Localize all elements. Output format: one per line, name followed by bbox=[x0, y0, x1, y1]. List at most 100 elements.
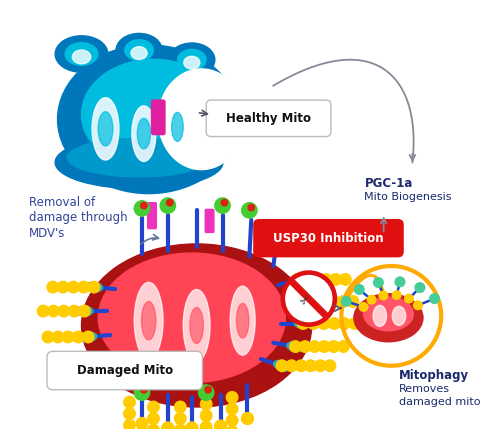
Ellipse shape bbox=[98, 112, 113, 146]
Circle shape bbox=[309, 296, 320, 307]
Ellipse shape bbox=[289, 274, 306, 285]
Ellipse shape bbox=[76, 306, 93, 316]
Ellipse shape bbox=[177, 49, 206, 70]
Ellipse shape bbox=[373, 305, 386, 326]
Ellipse shape bbox=[190, 307, 204, 343]
Ellipse shape bbox=[141, 301, 156, 340]
Circle shape bbox=[199, 385, 214, 400]
Circle shape bbox=[282, 272, 336, 325]
Circle shape bbox=[319, 296, 330, 307]
Ellipse shape bbox=[287, 342, 304, 352]
Ellipse shape bbox=[131, 47, 147, 60]
Circle shape bbox=[339, 318, 350, 329]
Circle shape bbox=[215, 420, 226, 432]
Circle shape bbox=[226, 426, 238, 438]
Circle shape bbox=[160, 198, 175, 213]
Circle shape bbox=[337, 341, 349, 352]
Ellipse shape bbox=[167, 101, 188, 153]
Ellipse shape bbox=[80, 332, 97, 342]
Text: Mitophagy: Mitophagy bbox=[399, 369, 469, 381]
Ellipse shape bbox=[55, 136, 223, 189]
Circle shape bbox=[430, 294, 439, 303]
Circle shape bbox=[299, 296, 311, 307]
Circle shape bbox=[291, 274, 303, 285]
Circle shape bbox=[124, 420, 135, 431]
Ellipse shape bbox=[183, 290, 210, 361]
Ellipse shape bbox=[354, 294, 423, 342]
Circle shape bbox=[58, 305, 70, 317]
Circle shape bbox=[226, 415, 238, 426]
Circle shape bbox=[136, 427, 148, 438]
Circle shape bbox=[215, 420, 226, 432]
Circle shape bbox=[319, 341, 330, 352]
Circle shape bbox=[297, 318, 309, 329]
Circle shape bbox=[215, 198, 230, 213]
FancyBboxPatch shape bbox=[47, 351, 203, 390]
Circle shape bbox=[374, 278, 383, 287]
Circle shape bbox=[78, 281, 89, 293]
Circle shape bbox=[136, 417, 148, 429]
Circle shape bbox=[186, 422, 198, 434]
Circle shape bbox=[88, 281, 100, 293]
Circle shape bbox=[134, 201, 150, 216]
Ellipse shape bbox=[274, 360, 290, 371]
Circle shape bbox=[328, 296, 339, 307]
Circle shape bbox=[134, 385, 150, 400]
Circle shape bbox=[342, 297, 350, 306]
Circle shape bbox=[124, 431, 135, 438]
Circle shape bbox=[309, 341, 320, 352]
Circle shape bbox=[315, 360, 326, 371]
Ellipse shape bbox=[92, 98, 119, 160]
Text: Removal of: Removal of bbox=[29, 196, 95, 209]
Circle shape bbox=[320, 274, 332, 285]
Ellipse shape bbox=[364, 297, 413, 331]
Circle shape bbox=[430, 294, 439, 304]
Circle shape bbox=[162, 422, 173, 434]
Ellipse shape bbox=[171, 113, 183, 141]
Circle shape bbox=[299, 341, 311, 352]
FancyBboxPatch shape bbox=[206, 100, 331, 137]
Text: ✂: ✂ bbox=[298, 292, 314, 309]
Circle shape bbox=[205, 386, 211, 393]
Circle shape bbox=[405, 294, 413, 303]
Text: damaged mito: damaged mito bbox=[399, 397, 481, 407]
Circle shape bbox=[174, 424, 186, 436]
Circle shape bbox=[201, 433, 212, 438]
Circle shape bbox=[349, 318, 361, 329]
Circle shape bbox=[242, 413, 253, 424]
Circle shape bbox=[136, 437, 148, 438]
Circle shape bbox=[68, 281, 79, 293]
Circle shape bbox=[57, 281, 69, 293]
Circle shape bbox=[355, 285, 364, 294]
Circle shape bbox=[148, 436, 159, 438]
Circle shape bbox=[226, 403, 238, 415]
Ellipse shape bbox=[65, 43, 98, 65]
Ellipse shape bbox=[158, 69, 245, 170]
Ellipse shape bbox=[132, 106, 156, 162]
Text: Healthy Mito: Healthy Mito bbox=[226, 112, 311, 125]
Circle shape bbox=[221, 199, 228, 206]
Circle shape bbox=[347, 296, 359, 307]
Circle shape bbox=[82, 331, 94, 343]
Circle shape bbox=[215, 420, 226, 432]
Ellipse shape bbox=[134, 283, 163, 359]
Circle shape bbox=[174, 413, 186, 424]
Ellipse shape bbox=[230, 286, 255, 355]
Circle shape bbox=[373, 278, 383, 287]
Circle shape bbox=[415, 283, 424, 292]
Circle shape bbox=[337, 296, 349, 307]
Ellipse shape bbox=[98, 253, 286, 382]
Circle shape bbox=[141, 202, 147, 209]
Circle shape bbox=[339, 274, 351, 285]
FancyBboxPatch shape bbox=[152, 100, 165, 134]
Ellipse shape bbox=[169, 43, 215, 77]
Circle shape bbox=[174, 436, 186, 438]
Circle shape bbox=[289, 341, 301, 352]
Ellipse shape bbox=[184, 57, 200, 69]
Circle shape bbox=[148, 401, 159, 413]
Circle shape bbox=[186, 422, 198, 434]
Text: Removes: Removes bbox=[399, 384, 450, 394]
Circle shape bbox=[42, 331, 54, 343]
Circle shape bbox=[242, 413, 253, 424]
Circle shape bbox=[415, 283, 425, 293]
